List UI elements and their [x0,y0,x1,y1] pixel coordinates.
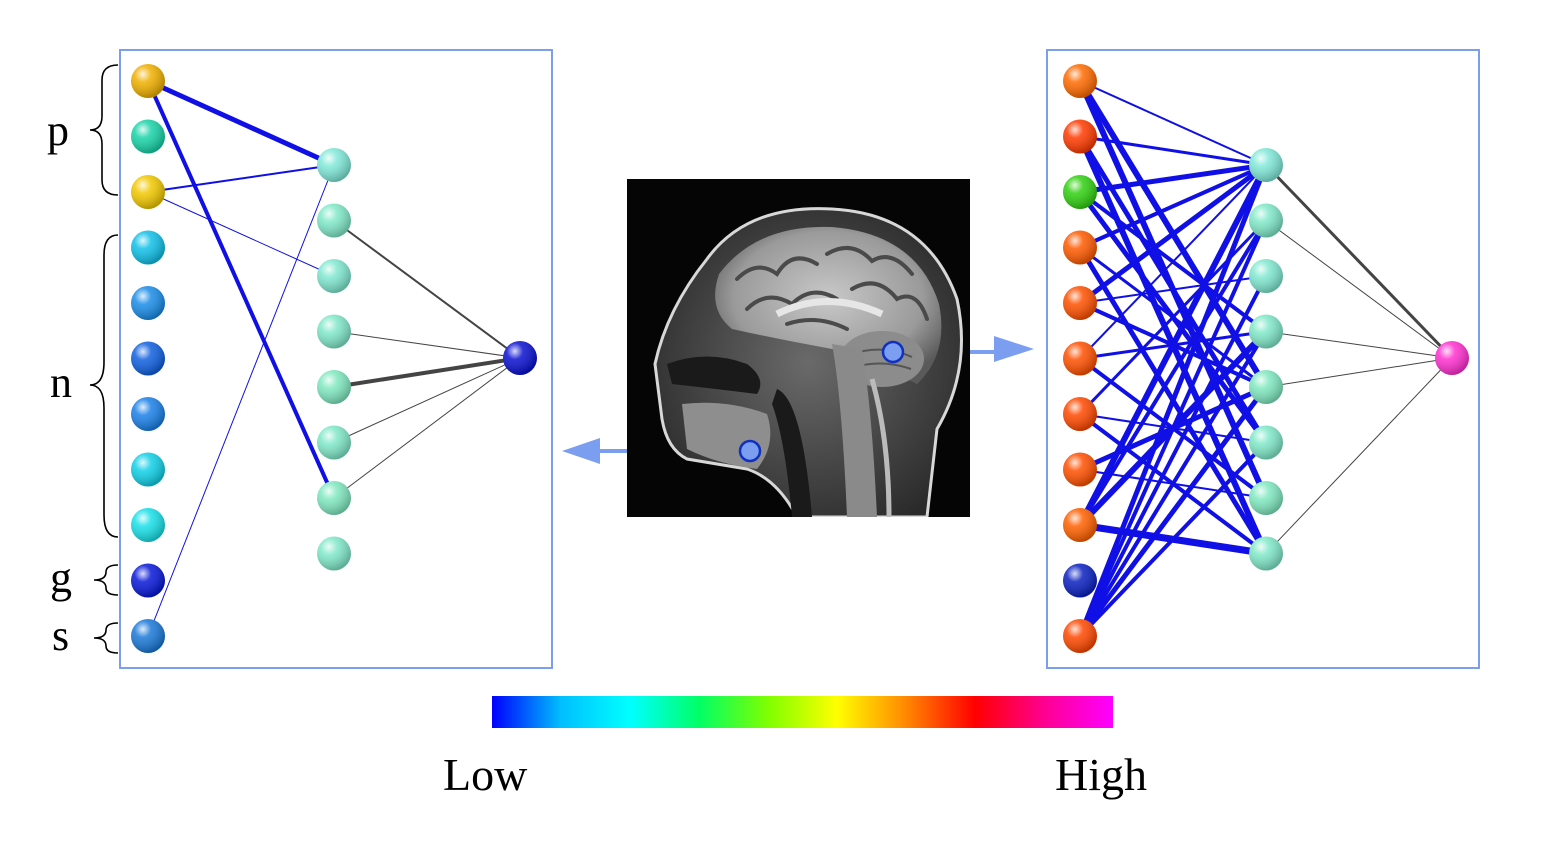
right-input-edge [1079,164,1267,360]
left-input-edge [145,78,337,168]
left-hidden-node [317,314,351,349]
mri-marker-left [738,439,762,463]
left-input-edge [147,191,335,277]
right-input-edge [1078,219,1268,416]
left-input-edge [147,164,335,193]
left-output-edge [333,357,521,443]
right-network [1063,64,1469,653]
group-label-g: g [50,553,72,602]
left-network [131,64,537,653]
right-output-edge [1264,163,1454,360]
right-input-edge [1077,162,1269,639]
right-input-node [1063,119,1097,154]
brace-s [93,622,119,654]
right-input-edge [1079,275,1267,304]
right-network-panel [1046,49,1480,669]
right-input-edge [1078,163,1268,250]
left-output-edge [333,219,521,359]
left-input-node [131,508,165,542]
left-hidden-node [317,148,351,182]
right-hidden-node [1249,314,1283,349]
left-input-node [131,397,165,431]
right-hidden-node [1249,259,1283,293]
right-input-edge [1078,135,1268,167]
left-input-edge [146,79,336,500]
right-hidden-node [1249,203,1283,238]
left-output-edge [333,357,521,499]
right-input-node [1063,397,1097,431]
right-output-edge [1265,220,1453,359]
mri-sagittal-image [627,179,970,517]
mri-marker-right [881,340,905,364]
right-input-edge [1077,162,1269,528]
left-input-node [131,452,165,487]
right-input-node [1063,508,1097,542]
right-hidden-node [1249,148,1283,182]
scale-label-high: High [1055,749,1147,800]
left-hidden-node [317,259,351,293]
left-output-edge [332,356,522,389]
right-hidden-node [1249,425,1283,460]
right-input-edge [1077,162,1269,195]
brace-n [89,234,119,538]
right-input-node [1063,64,1097,98]
left-hidden-node [317,203,351,238]
group-label-s: s [52,611,69,660]
left-hidden-node [317,425,351,460]
right-output-edge [1265,331,1453,359]
right-input-node [1063,286,1097,320]
right-input-edge [1079,80,1267,166]
left-input-node [131,341,165,376]
left-input-node [131,230,165,265]
right-input-node [1063,619,1097,653]
right-output-edge [1265,357,1453,554]
right-input-edge [1078,218,1268,527]
right-hidden-node [1249,370,1283,404]
left-input-node [131,175,165,209]
right-input-node [1063,175,1097,209]
right-input-node [1063,452,1097,487]
left-hidden-node [317,370,351,404]
group-braces [89,64,119,654]
left-input-node [131,119,165,154]
left-network-panel [119,49,553,669]
right-input-edge [1078,329,1268,638]
right-input-edge [1077,162,1269,306]
right-output-edge [1265,357,1453,388]
left-hidden-node [317,536,351,571]
left-input-edge [147,164,335,637]
right-input-edge [1077,384,1269,639]
right-hidden-node [1249,536,1283,571]
left-input-node [131,286,165,320]
group-label-n: n [50,358,72,407]
left-hidden-node [317,481,351,515]
right-input-node [1063,563,1097,598]
group-label-p: p [47,106,69,155]
scale-label-low: Low [443,749,528,800]
right-input-edge [1078,274,1268,638]
brace-g [93,564,119,596]
left-output-node [503,341,537,375]
left-output-edge [333,331,521,359]
right-output-node [1435,341,1469,375]
right-input-node [1063,230,1097,265]
right-input-node [1063,341,1097,376]
right-input-edge [1078,440,1268,638]
left-input-node [131,563,165,598]
left-input-node [131,619,165,653]
right-hidden-node [1249,481,1283,515]
colorbar [492,696,1113,728]
left-input-node [131,64,165,98]
right-input-edge [1078,218,1268,638]
brace-p [89,64,119,196]
